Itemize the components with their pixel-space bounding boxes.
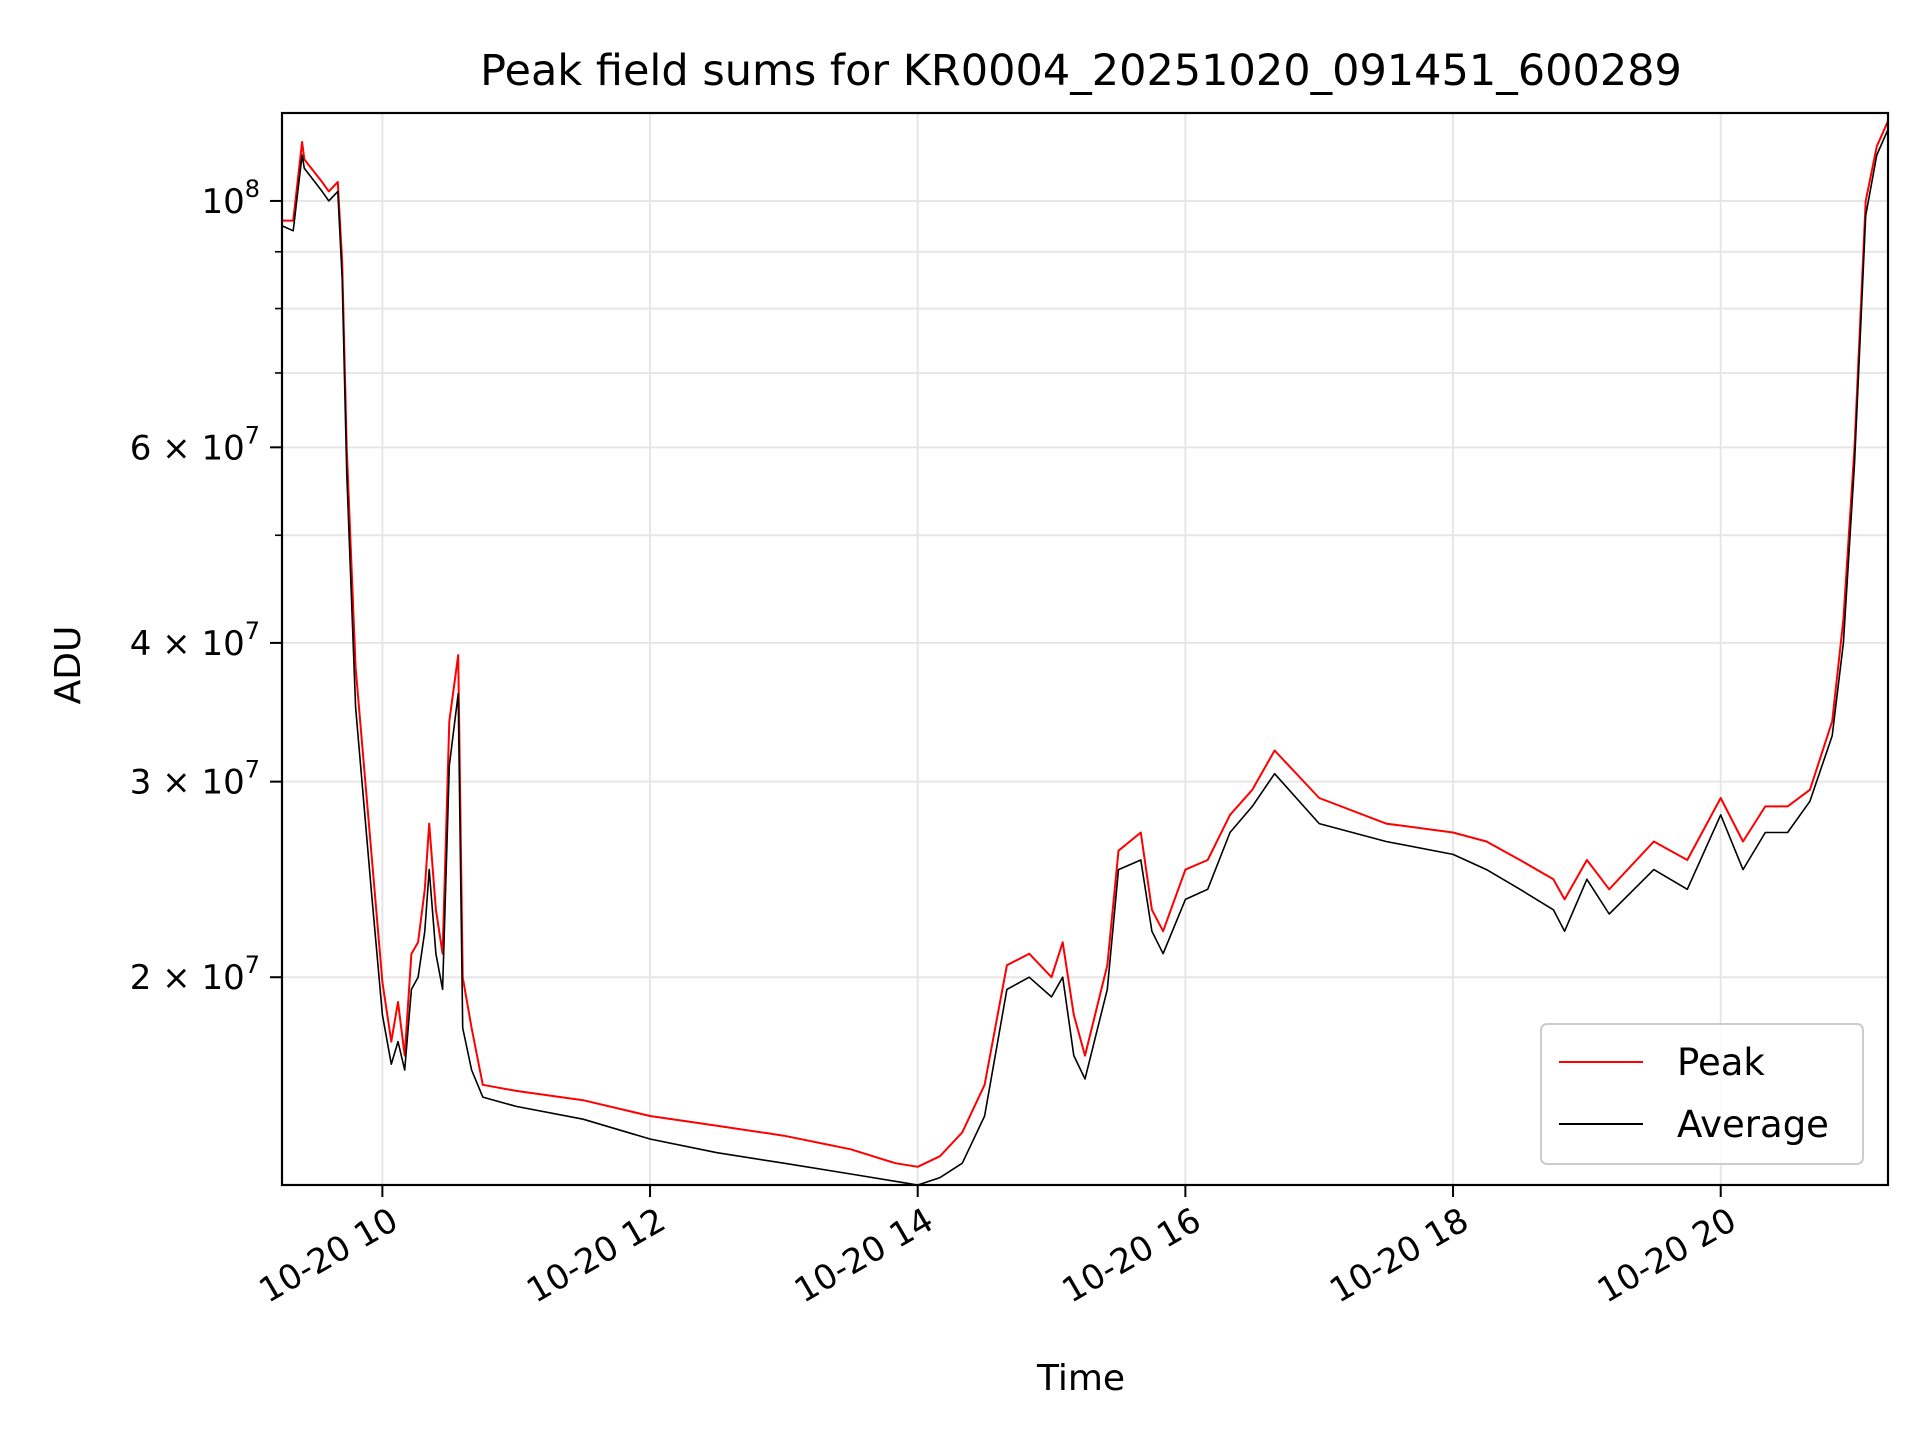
y-tick-label: 6 × 107	[130, 421, 260, 468]
y-tick-mantissa: 3 × 10	[130, 763, 245, 803]
legend-label-average: Average	[1677, 1103, 1829, 1146]
y-tick-label: 4 × 107	[130, 617, 260, 664]
legend-label-peak: Peak	[1677, 1041, 1765, 1084]
y-tick-exponent: 8	[245, 175, 260, 203]
grid	[282, 113, 1888, 1185]
y-tick-exponent: 7	[245, 951, 260, 979]
chart-title: Peak field sums for KR0004_20251020_0914…	[480, 46, 1682, 96]
y-tick-label: 3 × 107	[130, 756, 260, 803]
y-tick-label: 2 × 107	[130, 951, 260, 998]
plot-frame	[280, 111, 1890, 1187]
y-tick-mantissa: 4 × 10	[130, 624, 245, 664]
series-group	[282, 120, 1888, 1185]
legend: Peak Average	[1540, 1023, 1864, 1165]
x-axis-title: Time	[1036, 1358, 1125, 1399]
series-line-peak	[282, 120, 1888, 1168]
series-line-average	[282, 129, 1888, 1185]
y-tick-exponent: 7	[245, 617, 260, 645]
y-tick-exponent: 7	[245, 756, 260, 784]
y-tick-mantissa: 2 × 10	[130, 958, 245, 998]
y-tick-mantissa: 10	[201, 182, 244, 222]
y-tick-mantissa: 6 × 10	[130, 428, 245, 468]
y-tick-exponent: 7	[245, 421, 260, 449]
legend-box	[1540, 1023, 1864, 1165]
y-axis-title: ADU	[48, 626, 89, 705]
y-tick-label: 108	[201, 175, 260, 222]
